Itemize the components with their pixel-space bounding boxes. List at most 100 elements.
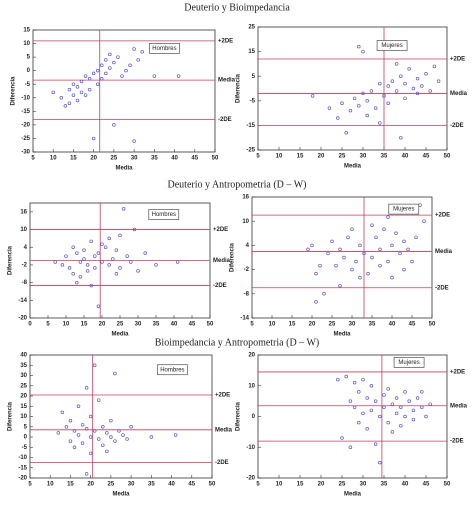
x-tick-label: 35 (153, 322, 160, 328)
point (121, 207, 126, 211)
x-tick-label: 20 (87, 482, 94, 488)
point (346, 235, 350, 240)
x-tick-label: 25 (329, 322, 336, 328)
point (374, 235, 378, 240)
point (365, 427, 369, 431)
y-tick-label: 16 (242, 195, 249, 201)
x-tick-label: 45 (409, 322, 416, 328)
point (420, 84, 424, 88)
legend-label: Mujeres (393, 207, 414, 213)
x-tick-label: 15 (297, 482, 304, 488)
point (128, 63, 132, 67)
point (53, 260, 57, 264)
point (348, 399, 353, 403)
point (399, 423, 403, 428)
point (382, 393, 386, 397)
y-tick-label: -8 (244, 291, 250, 297)
y-tick-label: -15 (21, 109, 30, 115)
point (394, 396, 399, 400)
point (118, 233, 122, 238)
x-tick-label: 25 (108, 482, 115, 488)
point (411, 408, 416, 413)
x-tick-label: 35 (381, 482, 388, 488)
point (75, 251, 79, 255)
y-tick-label: -14 (240, 316, 249, 322)
point (82, 257, 86, 261)
point (348, 108, 353, 113)
point (436, 79, 441, 83)
reference-label: -2DE (215, 460, 229, 466)
point (56, 431, 61, 435)
point (354, 259, 358, 264)
x-tick-label: 15 (81, 322, 88, 328)
x-tick-label: 50 (212, 156, 219, 162)
point (64, 254, 68, 258)
point (104, 71, 108, 76)
point (338, 283, 342, 288)
point (83, 74, 88, 78)
y-axis-label: Diferencia (236, 401, 242, 431)
point (96, 304, 101, 308)
point (143, 251, 147, 255)
y-tick-label: -5 (22, 445, 28, 451)
x-tick-label: 20 (318, 482, 325, 488)
y-tick-label: -2 (22, 263, 28, 269)
point (105, 449, 109, 454)
reference-label: -2DE (450, 123, 464, 129)
point (415, 396, 420, 400)
point (75, 280, 79, 285)
x-tick-label: 20 (90, 156, 97, 162)
point (75, 98, 80, 103)
point (310, 94, 315, 98)
legend-label: Hombres (152, 46, 176, 52)
point (414, 235, 418, 240)
point (390, 243, 394, 248)
section-title: Deuterio y Antropometria (D – W) (168, 179, 307, 190)
point (109, 418, 113, 423)
y-tick-label: 15 (23, 28, 30, 34)
x-tick-label: 15 (297, 154, 304, 160)
y-tick-label: 16 (20, 209, 27, 215)
point (340, 436, 344, 440)
point (411, 417, 416, 422)
x-tick-label: 25 (117, 322, 124, 328)
point (105, 431, 109, 435)
point (89, 283, 93, 288)
x-tick-label: 20 (309, 322, 316, 328)
point (175, 260, 180, 264)
point (109, 435, 113, 439)
point (108, 66, 112, 70)
y-tick-label: 20 (20, 394, 27, 400)
legend-box (376, 40, 408, 51)
x-tick-label: 35 (148, 482, 155, 488)
point (365, 396, 369, 400)
point (370, 255, 374, 260)
point (117, 429, 121, 433)
point (78, 274, 83, 279)
x-tick-label: 40 (402, 154, 409, 160)
point (399, 74, 403, 78)
x-tick-label: 40 (389, 322, 396, 328)
point (173, 433, 178, 437)
point (71, 245, 75, 249)
point (132, 47, 136, 51)
y-tick-label: 25 (20, 383, 27, 389)
point (362, 251, 366, 256)
y-tick-label: -8 (22, 280, 28, 286)
x-tick-label: 40 (171, 156, 178, 162)
x-axis-label: Media (333, 332, 351, 338)
x-tick-label: 25 (339, 482, 346, 488)
point (411, 86, 416, 91)
reference-label: +2DE (435, 213, 450, 219)
point (75, 85, 80, 89)
point (91, 136, 96, 141)
y-tick-label: 10 (20, 414, 27, 420)
point (357, 44, 361, 49)
point (361, 49, 365, 54)
reference-label: -2DE (450, 439, 464, 445)
point (96, 251, 101, 255)
point (399, 135, 403, 140)
point (334, 263, 338, 268)
point (114, 272, 119, 276)
